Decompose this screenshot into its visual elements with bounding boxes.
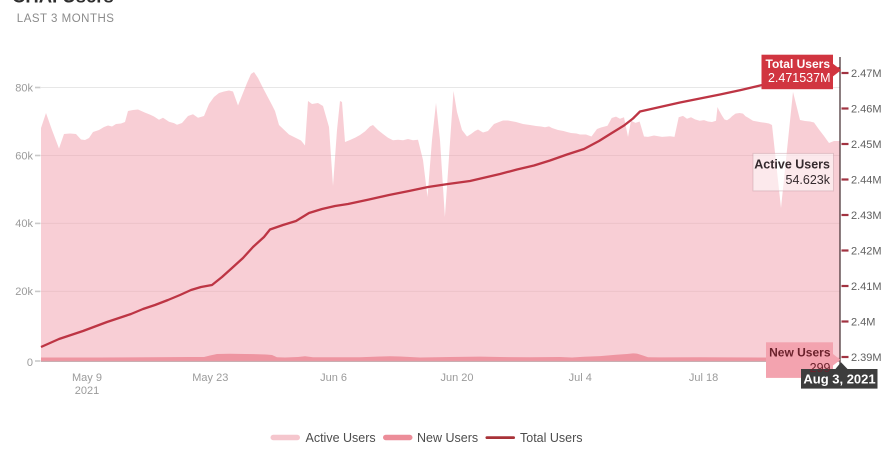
svg-text:New Users: New Users xyxy=(769,346,831,360)
svg-text:2.41M: 2.41M xyxy=(851,281,882,293)
svg-text:New Users: New Users xyxy=(417,431,478,445)
svg-text:Jul 18: Jul 18 xyxy=(689,372,718,384)
svg-text:20k: 20k xyxy=(15,286,33,298)
svg-text:May 23: May 23 xyxy=(192,372,228,384)
svg-text:54.623k: 54.623k xyxy=(786,173,831,187)
svg-text:Jun 6: Jun 6 xyxy=(320,372,347,384)
svg-text:CHAI Users: CHAI Users xyxy=(12,0,114,7)
svg-text:299: 299 xyxy=(810,361,831,375)
svg-text:2.471537M: 2.471537M xyxy=(768,71,831,85)
svg-text:Total Users: Total Users xyxy=(520,431,583,445)
svg-text:Active Users: Active Users xyxy=(754,158,830,172)
svg-text:2021: 2021 xyxy=(75,385,99,397)
svg-text:Total Users: Total Users xyxy=(766,57,831,71)
svg-text:Jun 20: Jun 20 xyxy=(440,372,473,384)
svg-text:80k: 80k xyxy=(15,82,33,94)
svg-text:2.4M: 2.4M xyxy=(851,316,875,328)
svg-text:2.47M: 2.47M xyxy=(851,68,882,80)
svg-text:2.46M: 2.46M xyxy=(851,103,882,115)
svg-text:Aug 3, 2021: Aug 3, 2021 xyxy=(803,372,875,387)
svg-text:LAST 3 MONTHS: LAST 3 MONTHS xyxy=(17,13,115,25)
svg-text:2.42M: 2.42M xyxy=(851,245,882,257)
svg-text:2.43M: 2.43M xyxy=(851,210,882,222)
svg-text:0: 0 xyxy=(27,357,33,369)
svg-text:60k: 60k xyxy=(15,150,33,162)
svg-text:Jul 4: Jul 4 xyxy=(569,372,592,384)
svg-text:2.45M: 2.45M xyxy=(851,139,882,151)
svg-text:40k: 40k xyxy=(15,218,33,230)
svg-text:May 9: May 9 xyxy=(72,372,102,384)
svg-text:2.44M: 2.44M xyxy=(851,174,882,186)
svg-text:Active Users: Active Users xyxy=(306,431,376,445)
svg-text:2.39M: 2.39M xyxy=(851,352,882,364)
